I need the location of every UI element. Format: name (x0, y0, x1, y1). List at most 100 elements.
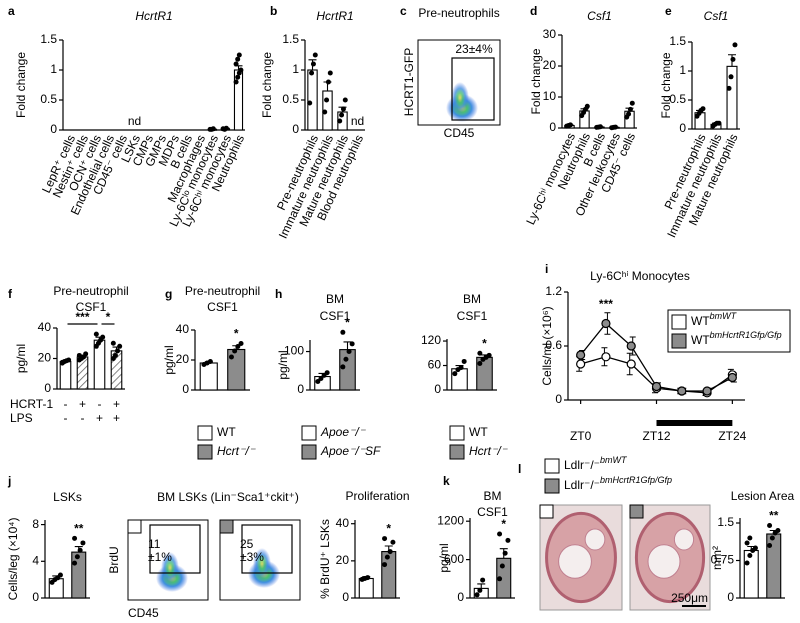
data-point (502, 550, 508, 556)
data-point (497, 531, 503, 537)
y-tick-label: 0 (182, 382, 189, 396)
y-axis-label: pg/ml (437, 543, 451, 572)
data-point (349, 341, 355, 347)
x-tick-label: ZT24 (718, 429, 746, 443)
data-point (80, 540, 86, 546)
y-axis-label: pg/ml (276, 350, 290, 379)
data-point (505, 537, 511, 543)
x-axis-label: CD45 (444, 126, 475, 140)
legend-sup: bmWT (710, 311, 738, 321)
data-point (752, 545, 758, 551)
data-point (387, 549, 393, 555)
gate (241, 524, 293, 574)
chart-title: HcrtR1 (135, 9, 172, 23)
y-tick-label: 1.5 (717, 515, 734, 529)
nd-label: nd (351, 114, 364, 128)
y-tick-label: 20 (176, 352, 190, 366)
dark-period (656, 420, 733, 426)
chart-title: Csf1 (704, 9, 729, 23)
series-marker (626, 341, 636, 351)
y-tick-label: 0 (44, 381, 51, 395)
y-tick-label: 0 (50, 122, 57, 136)
error-bar (343, 341, 352, 350)
chart-title: Pre-neutrophils (418, 6, 499, 20)
y-tick-label: 0.5 (40, 92, 57, 106)
data-point (480, 577, 486, 583)
series-marker (576, 350, 586, 360)
data-point (117, 343, 123, 349)
chart-title: BM (326, 292, 344, 306)
data-point (233, 79, 239, 85)
data-point (629, 100, 635, 106)
panel-letter: f (8, 287, 13, 301)
data-point (728, 74, 734, 80)
data-point (207, 359, 213, 364)
panel-letter: d (530, 4, 537, 18)
condition-mark: - (64, 397, 68, 411)
data-point (342, 97, 348, 103)
legend-label: Apoe⁻/⁻ (320, 425, 367, 439)
data-point (477, 587, 483, 593)
lumen (647, 544, 681, 579)
panel-letter: l (518, 462, 521, 476)
legend-swatch (449, 425, 465, 441)
y-tick-label: 100 (284, 344, 304, 358)
data-point (324, 370, 330, 376)
legend-name: Hcrt⁻/⁻ (469, 444, 509, 458)
y-tick-label: 0 (555, 392, 562, 406)
data-point (339, 112, 345, 118)
scale-bar-label: 250μm (671, 591, 708, 605)
bar (59, 360, 72, 390)
y-tick-label: 1 (292, 62, 299, 76)
data-point (767, 543, 773, 548)
data-point (716, 120, 722, 126)
group-marker (219, 519, 234, 534)
data-point (458, 365, 464, 371)
y-tick-label: 0 (32, 590, 39, 604)
data-point (315, 379, 321, 385)
y-tick-label: 40 (38, 320, 52, 334)
data-point (83, 351, 89, 357)
data-point (110, 340, 116, 346)
data-point (627, 106, 633, 112)
data-point (115, 348, 121, 354)
y-tick-label: 0 (292, 122, 299, 136)
data-point (223, 125, 229, 131)
y-tick-label: 1.5 (669, 34, 686, 48)
significance: * (234, 327, 239, 341)
bracket-label: * (106, 310, 111, 324)
data-point (74, 554, 80, 560)
nd-label: nd (128, 114, 141, 128)
significance: * (482, 336, 487, 350)
data-point (390, 539, 396, 545)
chart-title: CSF1 (207, 300, 238, 314)
condition-mark: - (81, 411, 85, 425)
y-tick-label: 1.5 (40, 32, 57, 46)
chart-title: CSF1 (457, 309, 488, 323)
lumen (558, 544, 592, 579)
data-point (210, 126, 216, 132)
data-point (497, 576, 503, 582)
legend-swatch (544, 478, 560, 494)
y-tick-label: 0.5 (282, 92, 299, 106)
x-axis-label: CD45 (128, 606, 159, 620)
panel-letter: h (275, 287, 282, 301)
significance: * (501, 517, 506, 531)
significance: * (345, 315, 350, 329)
data-point (232, 348, 238, 354)
data-point (72, 560, 78, 566)
data-point (337, 118, 343, 124)
legend-box (667, 309, 791, 353)
data-point (93, 331, 99, 337)
y-tick-label: 1 (679, 63, 686, 77)
condition-mark: + (96, 411, 103, 425)
legend-name: WT (691, 333, 710, 347)
data-point (744, 560, 750, 566)
data-point (235, 344, 241, 349)
panel-letter: a (8, 4, 15, 18)
data-point (730, 56, 736, 62)
chart-title: Pre-neutrophil (185, 284, 260, 298)
data-point (235, 56, 241, 62)
legend-sup: bmHcrtR1Gfp/Gfp (600, 475, 672, 485)
data-point (626, 111, 632, 117)
